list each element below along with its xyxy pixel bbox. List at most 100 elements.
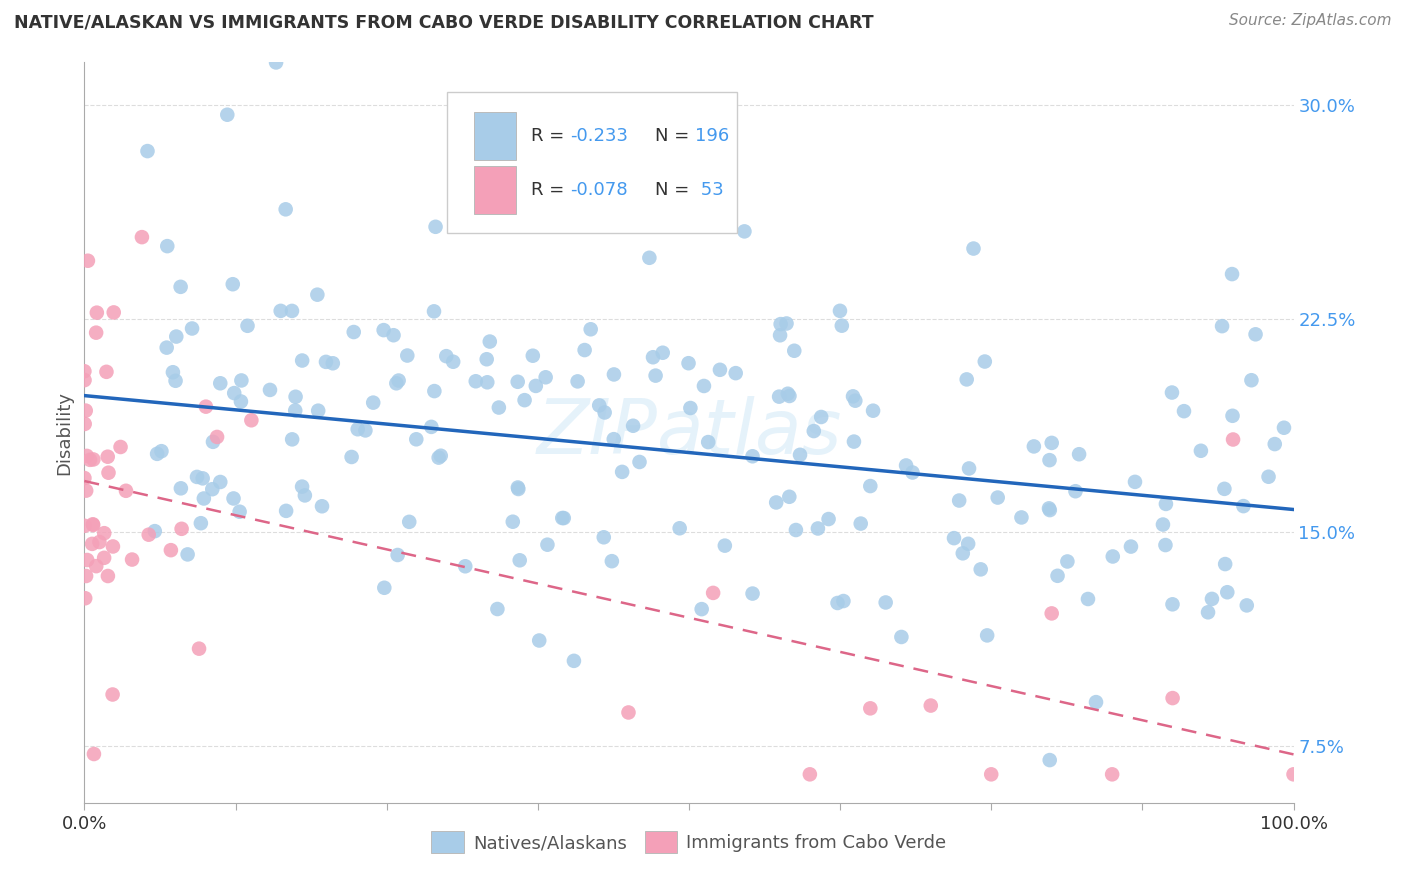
Point <box>697 435 720 450</box>
Point <box>502 515 524 529</box>
Point <box>188 641 211 656</box>
Point <box>231 374 253 388</box>
Point <box>980 767 1002 781</box>
Point <box>1236 599 1258 613</box>
Point <box>1152 517 1174 532</box>
Point <box>859 701 882 715</box>
Point <box>486 195 509 210</box>
Point <box>361 395 384 409</box>
Point <box>73 417 96 431</box>
Point <box>859 479 882 493</box>
Point <box>562 654 585 668</box>
FancyBboxPatch shape <box>474 166 516 214</box>
Point <box>1046 569 1069 583</box>
Point <box>340 450 363 464</box>
Point <box>1039 503 1062 517</box>
Point <box>890 630 912 644</box>
Point <box>957 537 980 551</box>
Point <box>222 491 245 506</box>
Point <box>1161 597 1184 611</box>
Point <box>1119 540 1142 554</box>
Point <box>588 398 610 412</box>
Point <box>1040 436 1063 450</box>
Point <box>222 277 245 292</box>
Point <box>131 230 153 244</box>
Point <box>778 389 800 403</box>
Point <box>1201 591 1223 606</box>
Point <box>828 303 851 318</box>
Point <box>136 144 159 158</box>
Text: 196: 196 <box>695 127 730 145</box>
Point <box>901 466 924 480</box>
Text: N =: N = <box>655 181 695 199</box>
Point <box>724 366 747 380</box>
Point <box>274 504 297 518</box>
Point <box>101 540 124 554</box>
Point <box>1038 501 1060 516</box>
Point <box>1216 585 1239 599</box>
Point <box>842 434 865 449</box>
Point <box>160 543 183 558</box>
Point <box>84 326 107 340</box>
Point <box>388 374 411 388</box>
Point <box>714 539 737 553</box>
Text: R =: R = <box>530 181 569 199</box>
Point <box>429 449 451 463</box>
Point <box>186 470 208 484</box>
Point <box>524 379 547 393</box>
Point <box>783 343 806 358</box>
Point <box>1189 443 1212 458</box>
Point <box>240 413 263 427</box>
Point <box>644 368 666 383</box>
Text: -0.078: -0.078 <box>571 181 628 199</box>
Point <box>638 251 661 265</box>
Point <box>322 356 344 370</box>
Point <box>396 349 419 363</box>
Point <box>150 444 173 458</box>
Point <box>75 403 97 417</box>
Point <box>849 516 872 531</box>
Point <box>600 554 623 568</box>
Point <box>769 328 792 343</box>
Point <box>170 481 193 495</box>
Point <box>73 471 96 485</box>
Point <box>536 538 558 552</box>
Point <box>307 287 329 301</box>
Point <box>385 376 408 391</box>
Point <box>311 500 333 514</box>
Point <box>73 373 96 387</box>
Point <box>209 376 232 391</box>
Point <box>789 448 811 462</box>
Point <box>191 471 214 485</box>
Point <box>769 317 792 331</box>
Legend: Natives/Alaskans, Immigrants from Cabo Verde: Natives/Alaskans, Immigrants from Cabo V… <box>425 824 953 861</box>
Point <box>209 475 232 489</box>
Text: ZIPatlas: ZIPatlas <box>536 396 842 469</box>
Point <box>75 483 97 498</box>
Point <box>405 432 427 446</box>
Point <box>741 586 763 600</box>
Point <box>973 354 995 368</box>
Point <box>952 546 974 560</box>
Point <box>862 403 884 417</box>
Point <box>1154 497 1177 511</box>
Point <box>962 242 984 256</box>
Point <box>509 553 531 567</box>
Point <box>894 458 917 473</box>
Point <box>553 511 575 525</box>
Point <box>593 405 616 419</box>
Point <box>236 318 259 333</box>
Point <box>976 628 998 642</box>
Point <box>464 374 486 388</box>
Point <box>785 523 807 537</box>
Text: Source: ZipAtlas.com: Source: ZipAtlas.com <box>1229 13 1392 29</box>
Point <box>690 602 713 616</box>
Point <box>1123 475 1146 489</box>
Point <box>373 323 395 337</box>
Point <box>678 356 700 370</box>
Point <box>162 365 184 379</box>
Point <box>97 450 120 464</box>
Point <box>477 376 499 390</box>
Point <box>574 343 596 357</box>
Text: 53: 53 <box>695 181 724 199</box>
